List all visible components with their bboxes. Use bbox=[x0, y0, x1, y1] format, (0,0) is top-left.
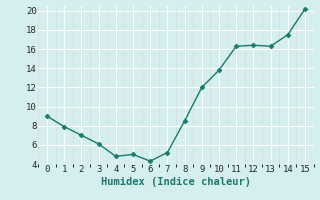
X-axis label: Humidex (Indice chaleur): Humidex (Indice chaleur) bbox=[101, 177, 251, 187]
